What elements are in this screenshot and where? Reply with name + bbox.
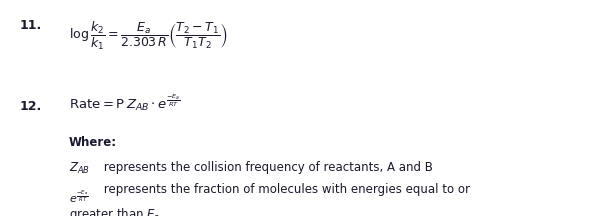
Text: represents the collision frequency of reactants, A and B: represents the collision frequency of re… bbox=[100, 161, 433, 174]
Text: Where:: Where: bbox=[69, 136, 117, 149]
Text: $Z_{AB}$: $Z_{AB}$ bbox=[69, 161, 90, 176]
Text: 12.: 12. bbox=[20, 100, 42, 113]
Text: greater than $E_a$: greater than $E_a$ bbox=[69, 206, 160, 216]
Text: represents the fraction of molecules with energies equal to or: represents the fraction of molecules wit… bbox=[100, 183, 470, 195]
Text: $\log\dfrac{k_2}{k_1} = \dfrac{E_a}{2.303\,R}\left(\dfrac{T_2 - T_1}{T_1 T_2}\ri: $\log\dfrac{k_2}{k_1} = \dfrac{E_a}{2.30… bbox=[69, 19, 228, 52]
Text: $\mathrm{Rate} = \mathrm{P}\,Z_{AB}\cdot e^{\frac{-E_a}{RT}}$: $\mathrm{Rate} = \mathrm{P}\,Z_{AB}\cdot… bbox=[69, 93, 180, 113]
Text: 11.: 11. bbox=[20, 19, 42, 32]
Text: $e^{\frac{-E_a}{RT}}$: $e^{\frac{-E_a}{RT}}$ bbox=[69, 188, 88, 205]
